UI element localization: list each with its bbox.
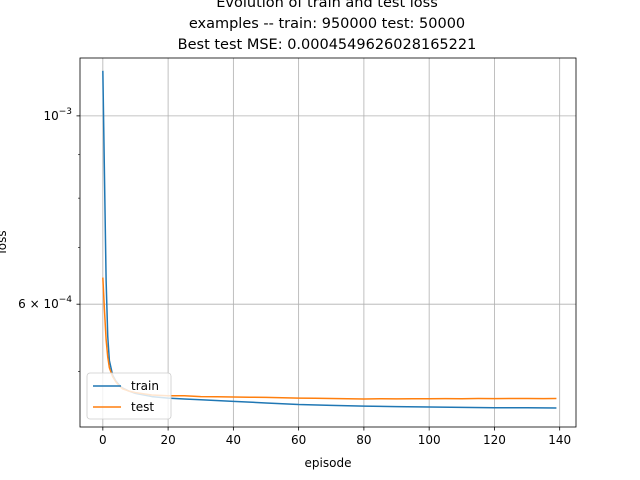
plot-area xyxy=(80,58,576,427)
y-tick-label: 6 × 10−4 xyxy=(18,295,72,311)
x-tick-label: 60 xyxy=(291,433,306,447)
x-axis-label: episode xyxy=(305,456,352,470)
x-tick-label: 100 xyxy=(418,433,441,447)
chart-subtitle-best: Best test MSE: 0.0004549626028165221 xyxy=(178,37,477,53)
x-tick-label: 20 xyxy=(160,433,175,447)
y-tick-label: 10−3 xyxy=(43,107,72,123)
x-tick-label: 80 xyxy=(356,433,371,447)
x-tick-label: 120 xyxy=(483,433,506,447)
series-line-train xyxy=(102,70,557,409)
x-tick-label: 40 xyxy=(226,433,241,447)
x-axis-ticks: 0 20 40 60 80 100 120 140 xyxy=(99,427,571,447)
legend: train test xyxy=(86,372,172,420)
x-tick-label: 0 xyxy=(99,433,107,447)
gridlines xyxy=(80,58,576,427)
legend-label-train: train xyxy=(131,379,159,393)
y-axis-ticks: 10−3 6 × 10−4 xyxy=(18,107,80,372)
y-axis-label: loss xyxy=(0,230,9,253)
axes-frame xyxy=(79,57,577,428)
y-tick-exponent: −3 xyxy=(59,107,72,117)
chart-subtitle: examples -- train: 950000 test: 50000 xyxy=(189,16,465,32)
chart-title: Evolution of train and test loss xyxy=(216,0,438,11)
legend-label-test: test xyxy=(131,400,154,414)
y-tick-base: 6 × 10 xyxy=(18,297,59,311)
y-tick-exponent: −4 xyxy=(59,295,73,305)
y-tick-base: 10 xyxy=(43,109,58,123)
x-tick-label: 140 xyxy=(548,433,571,447)
plot-frame xyxy=(79,57,577,428)
